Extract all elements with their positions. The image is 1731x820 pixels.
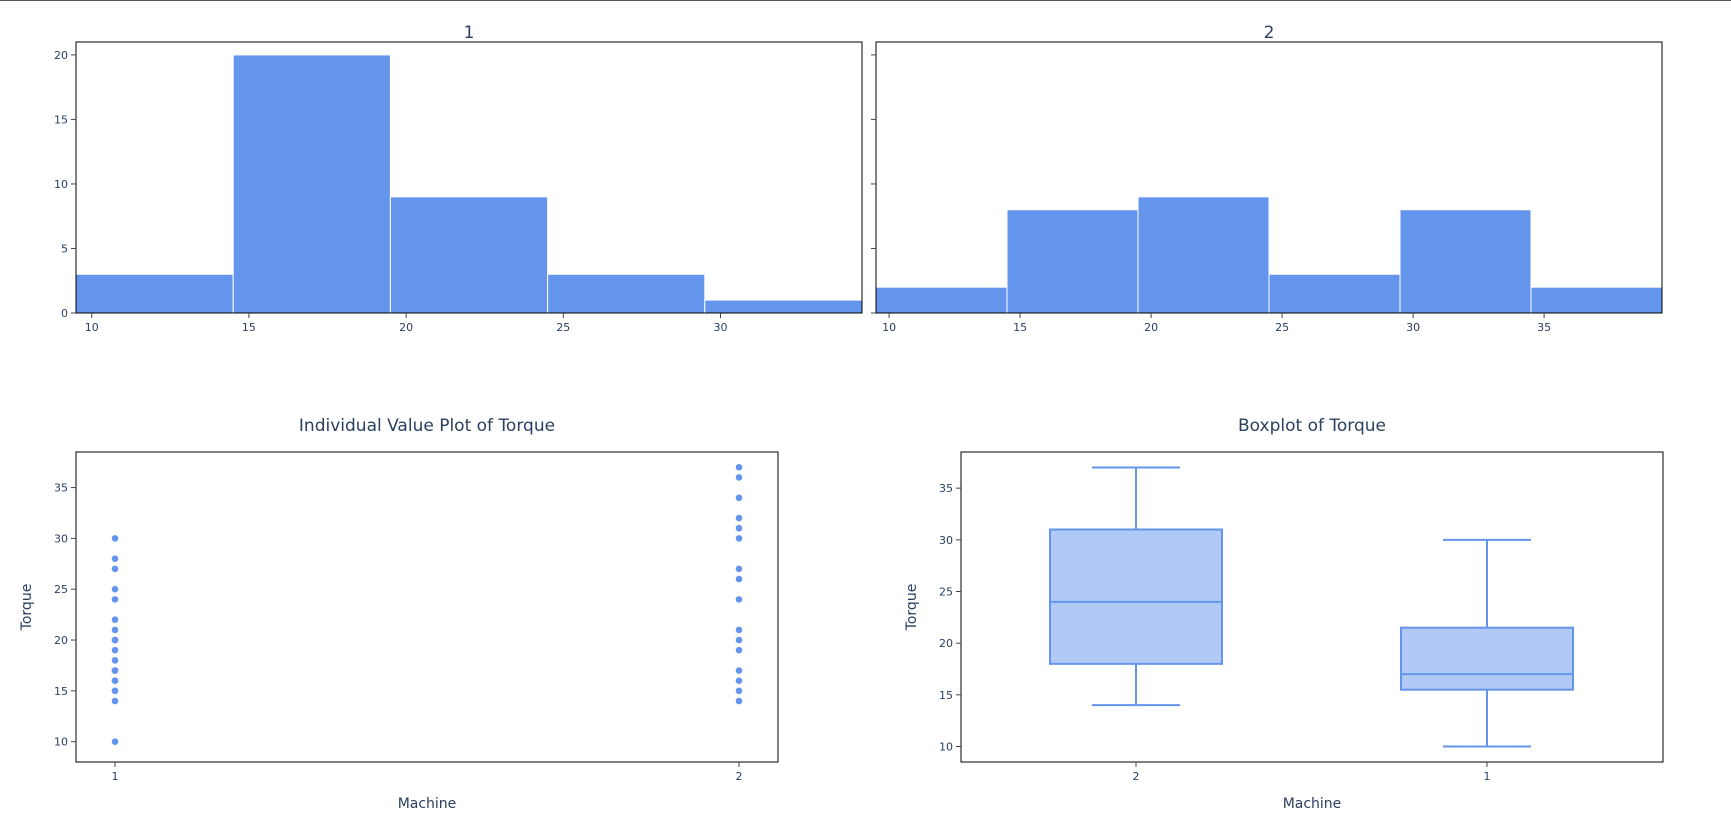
y-tick-label: 20 xyxy=(54,634,68,647)
data-point xyxy=(735,524,743,532)
data-point xyxy=(735,514,743,522)
data-point xyxy=(111,565,119,573)
x-tick-label: 10 xyxy=(85,321,99,334)
chart-title: Individual Value Plot of Torque xyxy=(299,416,555,436)
y-axis-title: Torque xyxy=(19,584,35,632)
y-tick-label: 15 xyxy=(939,689,953,702)
histogram-bar xyxy=(704,299,863,314)
data-point xyxy=(111,535,119,542)
data-point xyxy=(111,646,119,654)
histogram-bar xyxy=(75,273,234,314)
data-point xyxy=(735,687,743,695)
top-border xyxy=(0,0,1731,1)
plot-frame xyxy=(75,41,863,314)
data-point xyxy=(735,565,743,573)
data-point xyxy=(111,555,119,563)
y-tick-label: 0 xyxy=(61,307,68,320)
box-1 xyxy=(1400,538,1574,748)
data-point xyxy=(735,596,743,603)
histogram-2: 2 10 15 20 25 30 35 xyxy=(871,23,1663,334)
data-point xyxy=(735,626,743,634)
histogram-bar xyxy=(1006,209,1139,314)
data-point xyxy=(735,494,743,502)
histogram-bar xyxy=(1399,209,1532,314)
y-tick-label: 30 xyxy=(939,534,953,547)
x-tick-label: 15 xyxy=(1013,321,1027,334)
data-point xyxy=(111,697,119,705)
chart-title: 1 xyxy=(464,23,475,43)
data-point xyxy=(735,474,743,481)
data-point xyxy=(111,657,119,664)
data-point xyxy=(111,636,119,644)
y-tick-label: 10 xyxy=(54,178,68,191)
histogram-bar xyxy=(547,273,706,314)
histogram-bar xyxy=(1268,273,1401,314)
iqr-box xyxy=(1049,528,1223,665)
y-tick-label: 25 xyxy=(54,583,68,596)
data-point xyxy=(735,636,743,644)
histogram-bar xyxy=(389,196,549,314)
histogram-bar xyxy=(1530,286,1663,314)
x-axis-title: Machine xyxy=(1283,796,1342,812)
data-point xyxy=(111,677,119,684)
data-point xyxy=(735,667,743,674)
x-tick-label: 25 xyxy=(1275,321,1289,334)
y-tick-label: 30 xyxy=(54,532,68,545)
box-2 xyxy=(1049,466,1223,707)
y-tick-label: 35 xyxy=(54,482,68,495)
data-point xyxy=(111,585,119,593)
plot-frame xyxy=(75,451,779,763)
data-point xyxy=(111,626,119,634)
y-tick-label: 25 xyxy=(939,586,953,599)
chart-title: Boxplot of Torque xyxy=(1238,416,1386,436)
x-tick-label: 2 xyxy=(736,770,743,783)
individual-value-plot: Individual Value Plot of Torque 10 15 20 25 3… xyxy=(19,416,779,812)
data-point xyxy=(735,463,743,471)
x-tick-label: 1 xyxy=(1484,770,1491,783)
histogram-bar xyxy=(875,286,1008,314)
y-tick-label: 10 xyxy=(939,741,953,754)
x-tick-label: 25 xyxy=(556,321,570,334)
y-axis-title: Torque xyxy=(904,584,920,632)
histogram-bar xyxy=(1137,196,1270,314)
x-tick-label: 30 xyxy=(714,321,728,334)
data-point xyxy=(735,677,743,684)
data-point xyxy=(735,697,743,705)
x-tick-label: 35 xyxy=(1537,321,1551,334)
data-point xyxy=(111,667,119,674)
x-axis-title: Machine xyxy=(398,796,457,812)
y-tick-label: 15 xyxy=(54,685,68,698)
x-tick-label: 20 xyxy=(399,321,413,334)
data-point xyxy=(735,646,743,654)
x-tick-label: 10 xyxy=(882,321,896,334)
boxplot: Boxplot of Torque 10 15 20 25 30 35 2 1 Machine To… xyxy=(904,416,1664,812)
x-tick-label: 2 xyxy=(1133,770,1140,783)
y-tick-label: 35 xyxy=(939,482,953,495)
histogram-bar xyxy=(232,54,391,314)
iqr-box xyxy=(1400,626,1574,691)
x-tick-label: 15 xyxy=(242,321,256,334)
data-point xyxy=(735,575,743,583)
y-tick-label: 20 xyxy=(939,637,953,650)
x-tick-label: 30 xyxy=(1406,321,1420,334)
y-tick-label: 20 xyxy=(54,49,68,62)
data-point xyxy=(735,535,743,542)
plot-frame xyxy=(960,451,1664,763)
y-tick-label: 10 xyxy=(54,736,68,749)
y-tick-label: 5 xyxy=(61,242,68,255)
data-point xyxy=(111,738,119,745)
data-point xyxy=(111,596,119,603)
data-point xyxy=(111,687,119,695)
data-point xyxy=(111,616,119,624)
x-tick-label: 1 xyxy=(112,770,119,783)
chart-title: 2 xyxy=(1264,23,1275,43)
y-tick-label: 15 xyxy=(54,113,68,126)
plot-frame xyxy=(875,41,1663,314)
x-tick-label: 20 xyxy=(1144,321,1158,334)
